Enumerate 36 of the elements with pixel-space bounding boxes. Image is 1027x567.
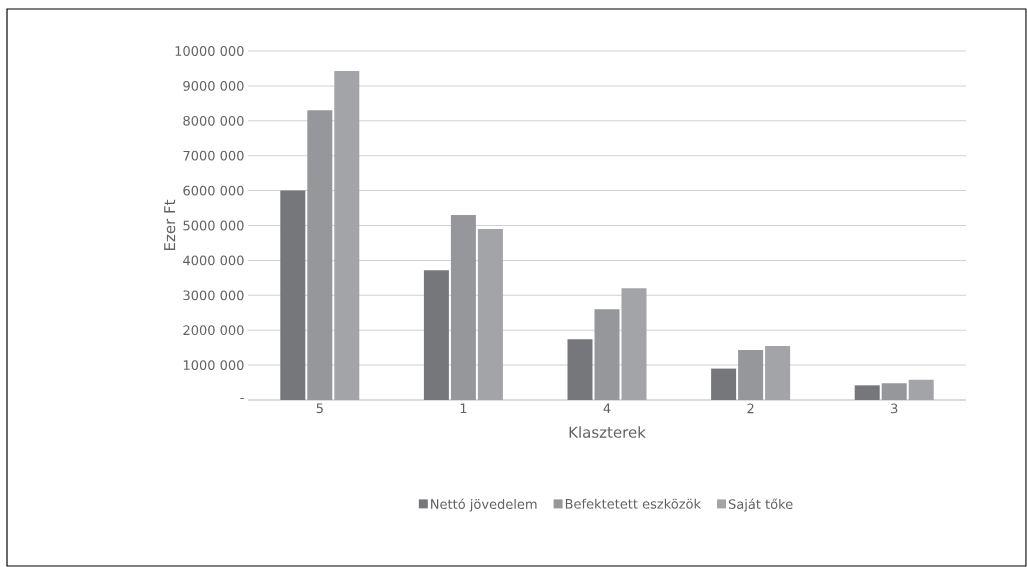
bar [711,368,737,400]
bar [477,228,503,400]
x-tick-label: 1 [460,403,467,414]
bar [765,345,791,400]
y-tick-label: 2000 000 [183,325,244,336]
legend-label: Saját tőke [728,498,793,512]
bar [280,190,306,400]
bar [307,110,333,400]
bar [738,350,764,400]
y-tick-label: 7000 000 [183,150,244,161]
y-tick-label: - [240,397,244,399]
bar [567,339,593,400]
x-tick-label: 2 [747,403,754,414]
y-tick-label: 1000 000 [183,360,244,371]
y-tick-label: 6000 000 [183,185,244,196]
bar [594,309,620,400]
x-tick-label: 4 [603,403,611,414]
legend-label: Nettó jövedelem [431,498,537,512]
y-tick-label: 9000 000 [183,80,244,91]
bar [423,270,449,400]
y-tick-label: 3000 000 [183,290,244,301]
y-tick-label: 8000 000 [183,115,244,126]
bar [908,379,934,400]
x-tick-label: 3 [891,403,898,414]
bar [334,70,360,400]
y-tick-label: 10000 000 [175,46,244,56]
y-axis-title: Ezer Ft [164,199,176,251]
bar [621,288,647,400]
bar [854,385,880,400]
y-tick-label: 4000 000 [183,255,244,266]
bar [881,383,907,400]
x-axis-title: Klaszterek [569,426,646,438]
legend-label: Befektetett eszközök [565,498,702,509]
bar [450,215,476,400]
x-tick-label: 5 [316,403,323,414]
y-tick-label: 5000 000 [183,220,244,231]
